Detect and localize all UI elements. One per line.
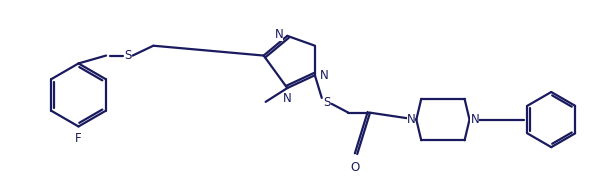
Text: N: N [283,92,292,105]
Text: N: N [470,113,480,126]
Text: S: S [124,49,131,62]
Text: N: N [320,69,328,82]
Text: O: O [351,161,360,174]
Text: N: N [406,113,415,126]
Text: N: N [274,28,284,41]
Text: F: F [75,132,82,145]
Text: S: S [323,96,330,109]
